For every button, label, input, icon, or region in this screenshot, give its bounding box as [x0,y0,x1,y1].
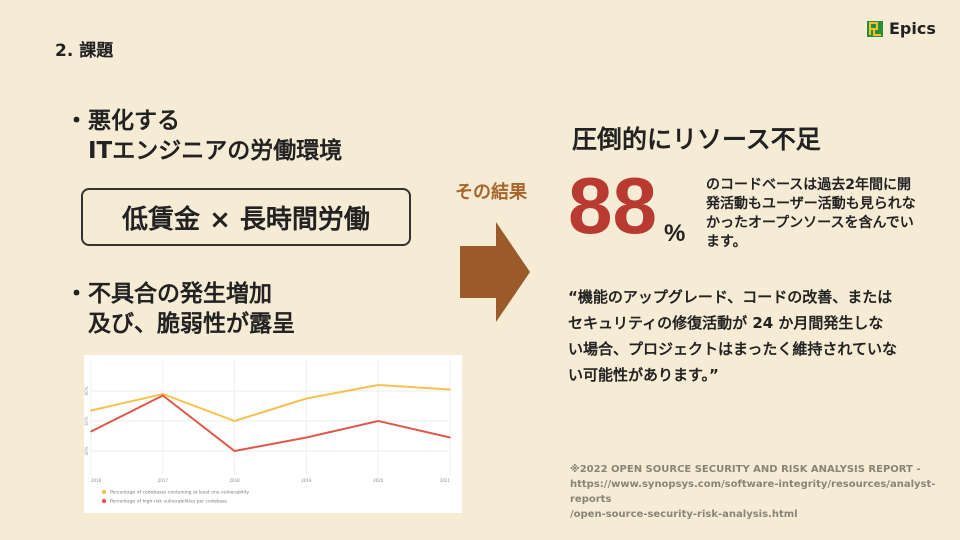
x-tick-label: 2018 [230,478,241,483]
data-point [90,430,92,433]
stat-value: 88 [568,161,657,250]
slide-title: 2. 課題 [55,41,114,61]
legend-marker [101,489,107,495]
data-point [162,394,164,397]
resource-heading: 圧倒的にリソース不足 [572,125,821,154]
data-point [449,436,451,439]
data-point [377,420,380,422]
citation-line: /open-source-security-risk-analysis.html [570,509,798,520]
citation-line: ※2022 OPEN SOURCE SECURITY AND RISK ANAL… [570,464,921,475]
vulnerability-chart: 80% 60% 40% 2016 2017 2018 2019 2020 2021 Percent… [84,355,462,513]
bullet-vulnerabilities: ・不具合の発生増加 及び、脆弱性が露呈 [65,279,295,339]
x-tick-label: 2017 [158,478,169,483]
result-label: その結果 [455,182,527,203]
legend-label: Percentage of codebases containing at le… [110,490,249,496]
x-tick-label: 2020 [373,478,384,483]
legend-marker [101,498,107,504]
data-point [233,450,236,452]
data-point [449,388,451,391]
data-point [377,384,380,386]
bullet-line: ・不具合の発生増加 [65,281,272,307]
logo-text: Epics [889,19,936,38]
citation-line: https://www.synopsys.com/software-integr… [570,479,936,505]
data-point [305,397,308,400]
bullet-line: 及び、脆弱性が露呈 [65,311,295,337]
quote-text: “機能のアップグレード、コードの改善、またはセキュリティの修復活動が 24 か月… [568,288,897,384]
stat-unit: % [664,220,686,247]
highlight-box: 低賃金 × 長時間労働 [81,188,411,246]
logo-icon [867,20,883,37]
y-tick-label: 60% [84,416,89,425]
legend-label: Percentage of high-risk vulnerabilities … [110,499,227,505]
y-tick-label: 40% [84,446,89,455]
data-point [305,436,308,439]
x-tick-label: 2016 [91,478,102,483]
epics-logo: Epics [866,19,936,38]
x-tick-label: 2019 [301,478,312,483]
bullet-line: ・悪化する [65,108,180,134]
x-tick-label: 2021 [440,478,451,483]
bullet-line: ITエンジニアの労働環境 [65,138,343,164]
series-line [90,394,451,453]
right-arrow-icon [460,222,530,322]
y-tick-label: 80% [84,386,89,395]
data-point [90,409,92,412]
stat-description: のコードベースは過去2年間に開発活動もユーザー活動も見られなかったオープンソース… [706,177,916,250]
citation: ※2022 OPEN SOURCE SECURITY AND RISK ANAL… [570,462,960,522]
bullet-work-environment: ・悪化する ITエンジニアの労働環境 [65,106,342,166]
data-point [162,393,164,395]
data-point [233,420,236,422]
series-line [90,383,451,423]
